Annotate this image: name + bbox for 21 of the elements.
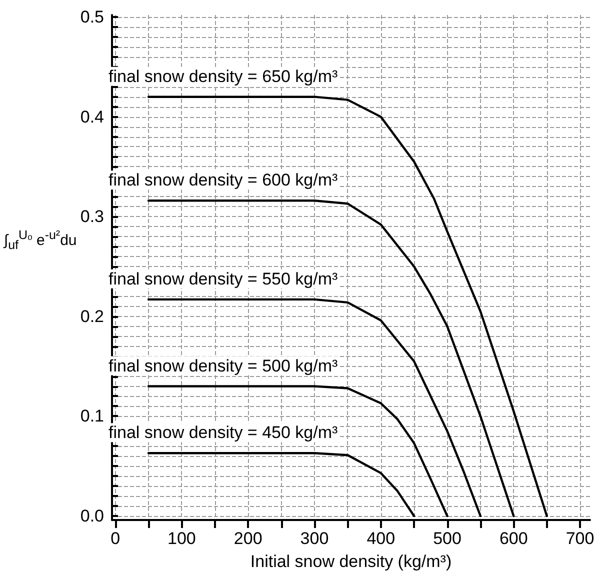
y-tick-label: 0.4 xyxy=(80,107,104,126)
x-tick-label: 200 xyxy=(234,529,262,548)
y-axis-title: ∫$_{uf}$$^{Uₒ}$ e$^{-u²}$du xyxy=(4,228,77,252)
y-tick-label: 0.0 xyxy=(80,506,104,526)
x-tick-label: 600 xyxy=(499,529,528,548)
x-tick-label: 0 xyxy=(110,529,120,548)
x-tick-label: 400 xyxy=(366,529,396,548)
y-tick-label: 0.3 xyxy=(80,207,104,226)
series-label: final snow density = 450 kg/m³ xyxy=(108,423,338,442)
y-tick-label: 0.5 xyxy=(80,7,104,26)
y-tick-label: 0.2 xyxy=(80,306,104,326)
x-tick-label: 700 xyxy=(566,529,594,548)
y-tick-label: 0.1 xyxy=(80,406,104,426)
x-tick-label: 100 xyxy=(168,529,196,548)
x-axis-title: Initial snow density (kg/m³) xyxy=(250,552,452,571)
x-tick-label: 300 xyxy=(300,529,329,548)
series-label: final snow density = 550 kg/m³ xyxy=(108,269,338,288)
series-label: final snow density = 500 kg/m³ xyxy=(108,356,338,376)
series-label: final snow density = 650 kg/m³ xyxy=(108,66,338,86)
x-tick-label: 500 xyxy=(433,529,462,548)
series-label: final snow density = 600 kg/m³ xyxy=(108,170,338,190)
